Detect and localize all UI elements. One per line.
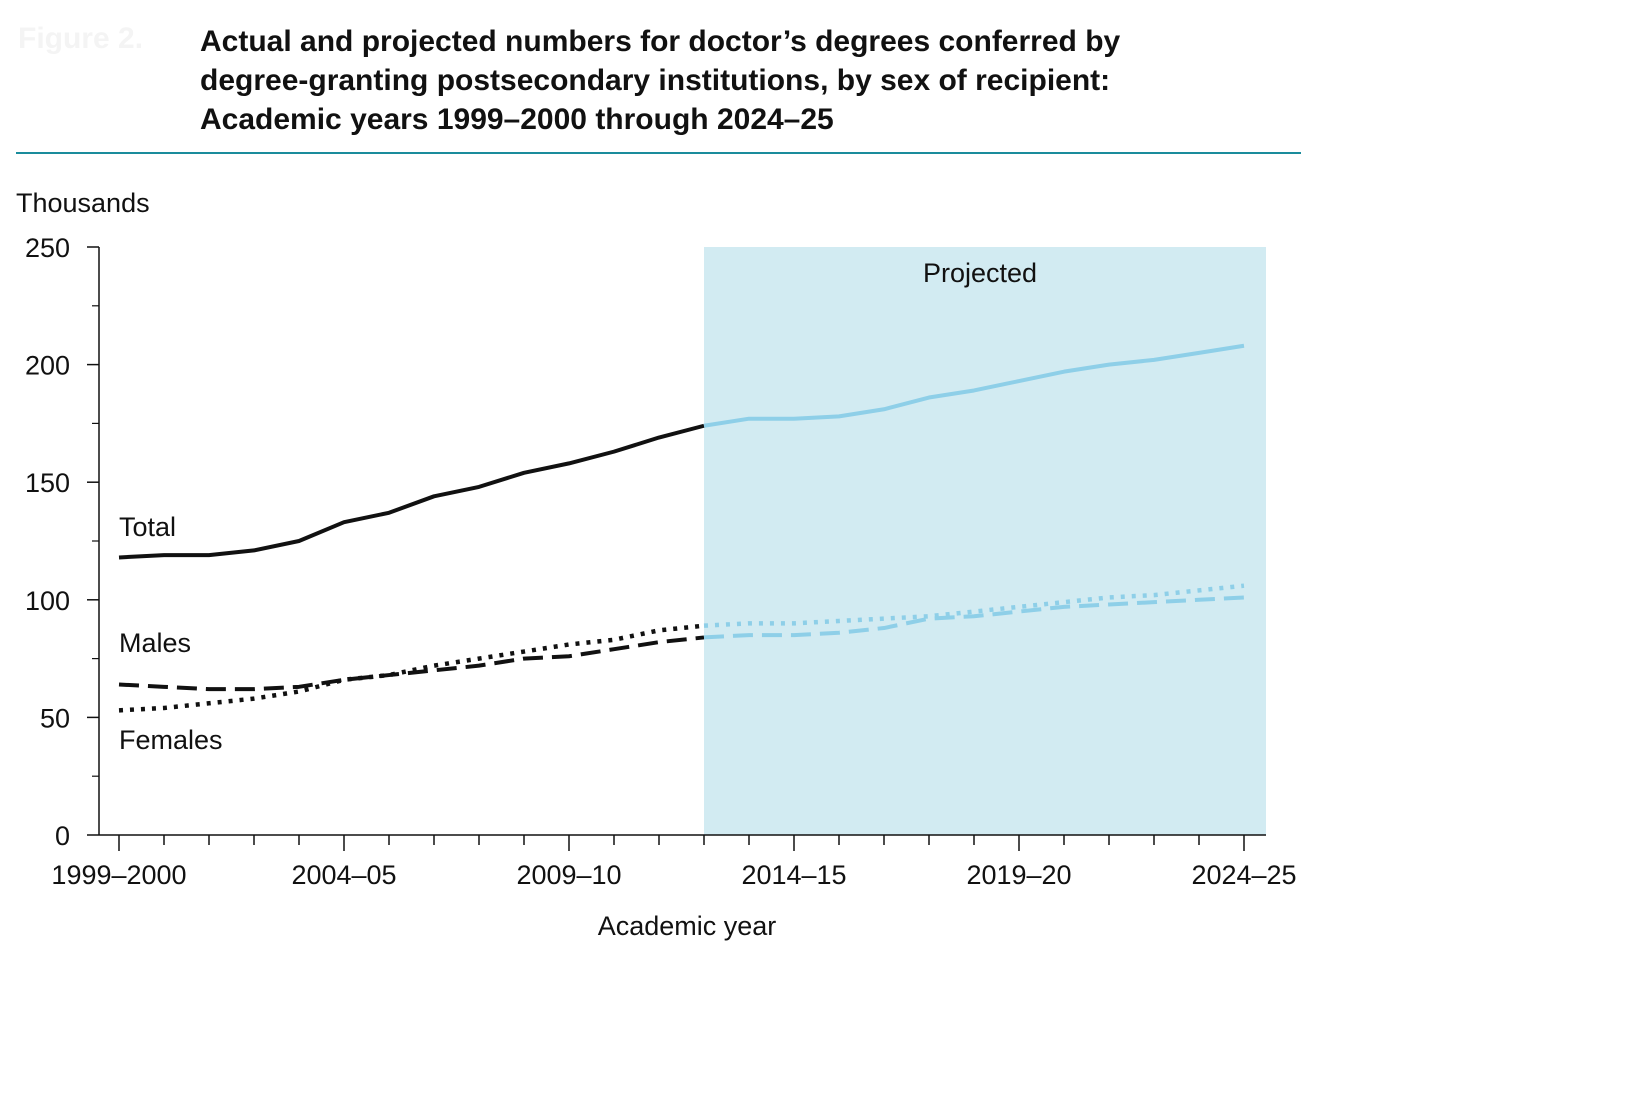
chart-title-line-2: degree-granting postsecondary institutio… <box>200 64 1111 97</box>
males-series-label: Males <box>119 628 191 658</box>
females-projected-line <box>703 583 1245 628</box>
y-tick-label: 0 <box>55 821 70 851</box>
males-projected-line <box>703 595 1245 640</box>
title-rule <box>16 152 1301 154</box>
chart-title-line-1: Actual and projected numbers for doctor’… <box>200 25 1121 58</box>
y-tick-label: 100 <box>25 586 70 616</box>
total-series-label: Total <box>119 512 176 542</box>
projected-band <box>704 247 1266 835</box>
x-tick-label: 1999–2000 <box>51 860 186 890</box>
x-tick-label: 2014–15 <box>741 860 846 890</box>
total-projected-line <box>703 343 1245 428</box>
y-axis-title: Thousands <box>16 188 150 218</box>
x-axis-title: Academic year <box>598 911 777 941</box>
x-tick-label: 2009–10 <box>516 860 621 890</box>
females-actual-line <box>118 623 705 713</box>
projected-label: Projected <box>923 258 1037 288</box>
chart-title: Actual and projected numbers for doctor’… <box>200 22 1280 139</box>
total-actual-line <box>118 423 705 560</box>
y-tick-label: 250 <box>25 233 70 263</box>
y-tick-label: 200 <box>25 351 70 381</box>
x-tick-label: 2024–25 <box>1191 860 1296 890</box>
x-tick-label: 2019–20 <box>966 860 1071 890</box>
figure-label: Figure 2. <box>18 22 144 55</box>
y-tick-label: 150 <box>25 468 70 498</box>
y-tick-label: 50 <box>40 703 70 733</box>
males-actual-line <box>118 635 705 692</box>
chart-title-line-3: Academic years 1999–2000 through 2024–25 <box>200 103 834 136</box>
females-series-label: Females <box>119 725 223 755</box>
x-tick-label: 2004–05 <box>291 860 396 890</box>
